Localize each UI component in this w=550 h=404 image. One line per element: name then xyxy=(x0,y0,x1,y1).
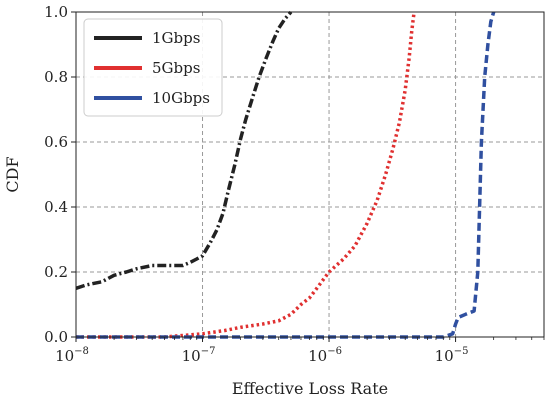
legend-label: 5Gbps xyxy=(152,59,200,77)
x-axis-label: Effective Loss Rate xyxy=(232,379,388,398)
y-tick-label: 0.2 xyxy=(44,263,68,281)
legend: 1Gbps 5Gbps 10Gbps xyxy=(83,18,223,117)
series-line-5gbps xyxy=(76,11,416,339)
series-line-10gbps xyxy=(76,11,496,339)
axis-ticks: 10−8 10−7 10−6 10−5 0.0 0.2 0.4 0.6 0.8 1.0 xyxy=(44,3,545,365)
y-axis-label: CDF xyxy=(3,156,22,192)
y-tick-label: 0.8 xyxy=(44,68,68,86)
x-tick-label: 10−8 xyxy=(55,346,89,365)
y-tick-label: 0.0 xyxy=(44,328,68,346)
legend-label: 10Gbps xyxy=(152,89,210,107)
y-tick-label: 0.6 xyxy=(44,133,68,151)
x-tick-label: 10−6 xyxy=(308,346,342,365)
series-lines xyxy=(75,10,496,339)
legend-label: 1Gbps xyxy=(152,29,200,47)
y-tick-label: 1.0 xyxy=(44,3,68,21)
legend-box xyxy=(83,18,223,117)
x-tick-label: 10−7 xyxy=(182,346,216,365)
plot-frame xyxy=(75,11,545,338)
y-tick-label: 0.4 xyxy=(44,198,68,216)
series-line-1gbps xyxy=(75,10,293,290)
x-tick-label: 10−5 xyxy=(435,346,469,365)
